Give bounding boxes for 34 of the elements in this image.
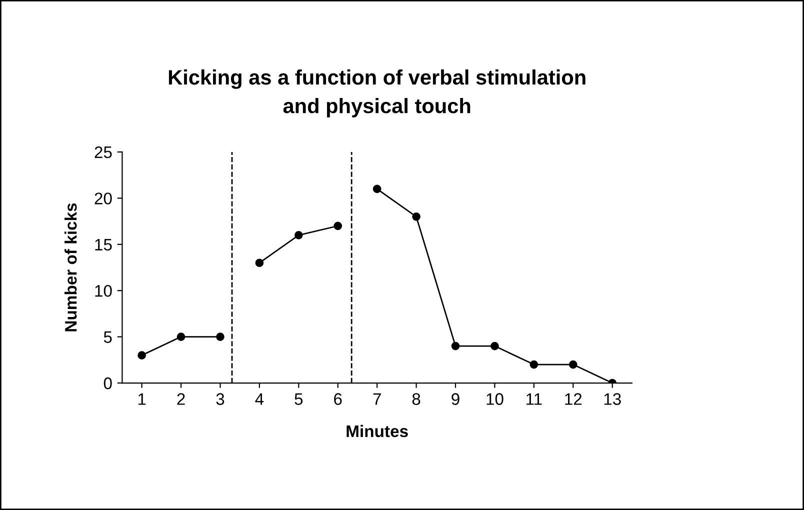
x-tick-label: 7	[373, 393, 381, 405]
point	[490, 342, 499, 350]
x-tick-label: 4	[255, 393, 264, 405]
x-tick-label: 3	[216, 393, 224, 405]
x-tick-label: 9	[452, 393, 460, 405]
x-tick-label: 6	[334, 393, 342, 405]
x-tick-label: 1	[138, 393, 146, 405]
y-axis-title: Number of kicks	[64, 203, 77, 332]
x-tick-label: 10	[486, 393, 504, 405]
point	[372, 184, 382, 194]
y-tick-label: 0	[104, 377, 112, 390]
x-tick-label: 2	[177, 393, 185, 405]
y-tick-label: 5	[104, 331, 112, 344]
x-tick-label: 5	[294, 393, 303, 405]
point	[176, 332, 186, 341]
point	[216, 332, 224, 341]
point	[255, 258, 264, 268]
point	[334, 222, 342, 230]
y-tick-label: 25	[94, 146, 112, 158]
x-tick-label: 13	[604, 393, 621, 405]
x-tick-label: 11	[526, 393, 542, 405]
x-tick-label: 8	[412, 393, 420, 405]
point	[294, 230, 303, 240]
point	[568, 360, 578, 369]
point	[412, 212, 420, 221]
y-tick-label: 15	[95, 238, 112, 251]
point	[530, 360, 538, 369]
point	[138, 351, 146, 360]
x-axis-title: Minutes	[346, 424, 408, 438]
y-tick-label: 20	[94, 192, 112, 204]
chart-title: Kicking as a function of verbal stimulation and physical touch	[168, 69, 586, 118]
x-tick-label: 12	[565, 393, 582, 405]
point	[451, 342, 460, 350]
y-tick-label: 10	[95, 285, 112, 297]
